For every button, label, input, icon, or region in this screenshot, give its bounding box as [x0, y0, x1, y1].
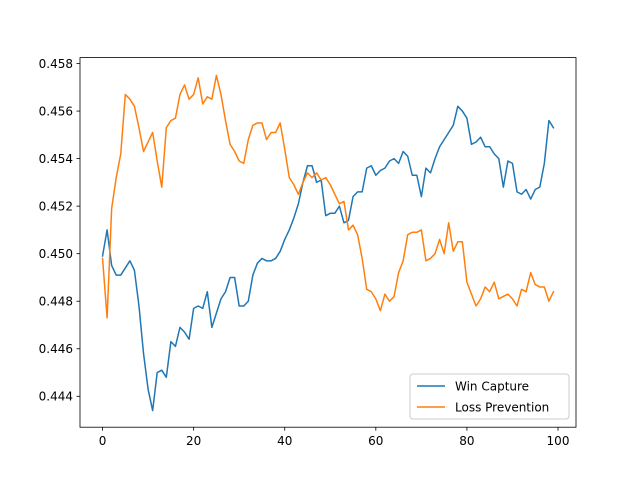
legend-label: Win Capture: [455, 379, 529, 393]
y-tick-label: 0.450: [39, 247, 73, 261]
series-layer: [101, 74, 555, 412]
legend-box: [409, 373, 570, 420]
y-axis: 0.444 0.446 0.448 0.450 0.452 0.454 0.456 0.458: [39, 57, 80, 404]
x-axis: 0 20 40 60 80 100: [99, 427, 570, 448]
y-tick-label: 0.452: [39, 199, 73, 213]
series-line-2: [101, 74, 555, 319]
legend-label: Loss Prevention: [455, 400, 549, 414]
x-tick-label: 0: [99, 434, 107, 448]
legend: Win Capture Loss Prevention: [409, 373, 570, 420]
x-tick-label: 100: [547, 434, 570, 448]
y-tick-label: 0.444: [39, 390, 73, 404]
plot-frame: [79, 57, 577, 428]
y-tick-label: 0.448: [39, 295, 73, 309]
y-tick-label: 0.458: [39, 57, 73, 71]
x-tick-label: 80: [459, 434, 474, 448]
x-tick-label: 60: [368, 434, 383, 448]
y-tick-label: 0.446: [39, 342, 73, 356]
y-tick-label: 0.454: [39, 152, 73, 166]
series-line-1: [101, 105, 555, 412]
x-tick-label: 40: [277, 434, 292, 448]
y-tick-label: 0.456: [39, 104, 73, 118]
x-tick-label: 20: [186, 434, 201, 448]
